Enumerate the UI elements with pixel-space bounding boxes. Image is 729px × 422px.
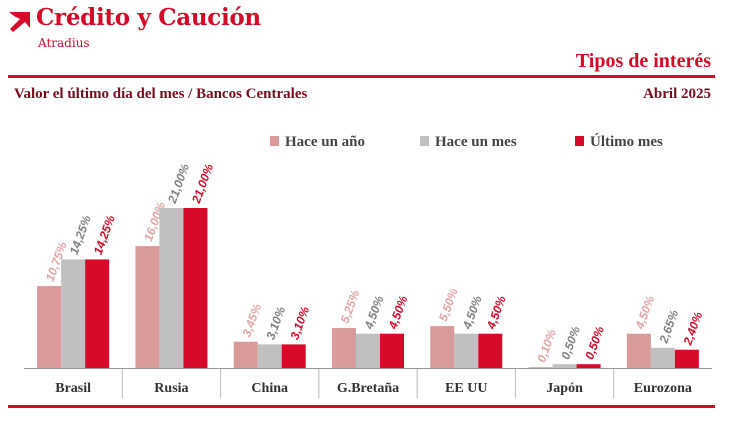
bar-rusia-0	[135, 246, 160, 368]
category-label: Japón	[546, 381, 583, 396]
legend-label: Último mes	[590, 133, 663, 150]
data-label: 21,00%	[189, 162, 217, 206]
bar-brasil-0	[37, 286, 62, 368]
bar-ee-uu-0	[430, 326, 455, 368]
report-date: Abril 2025	[643, 86, 711, 102]
data-label: 3,10%	[287, 304, 312, 341]
footer-rule	[8, 405, 715, 408]
bar-jap-n-2	[576, 364, 601, 368]
data-label: 2,40%	[680, 310, 705, 348]
legend-swatch	[270, 136, 279, 146]
data-label: 3,10%	[263, 304, 288, 341]
bar-jap-n-0	[528, 367, 553, 368]
bar-rusia-2	[183, 208, 208, 368]
red-arrow-logo-icon	[9, 12, 30, 32]
bar-g-breta-a-2	[380, 333, 404, 368]
bar-china-0	[233, 341, 258, 368]
header-rule	[8, 75, 715, 78]
data-label: 14,25%	[91, 213, 118, 256]
category-label: EE UU	[445, 381, 487, 396]
legend-swatch	[420, 136, 429, 146]
data-label: 14,25%	[67, 213, 94, 256]
legend-label: Hace un año	[285, 134, 365, 150]
bar-ee-uu-1	[454, 333, 479, 368]
data-label: 5,50%	[436, 286, 461, 323]
bar-china-2	[281, 344, 306, 368]
data-label: 4,50%	[632, 294, 657, 332]
data-label: 4,50%	[484, 294, 509, 332]
legend-label: Hace un mes	[435, 134, 517, 150]
data-label: 4,50%	[460, 294, 485, 332]
data-label: 0,10%	[534, 327, 559, 364]
bar-rusia-1	[159, 208, 184, 368]
category-label: Eurozona	[634, 381, 692, 396]
bar-g-breta-a-0	[332, 328, 356, 368]
bar-jap-n-1	[552, 364, 577, 368]
bar-brasil-1	[61, 259, 86, 368]
category-label: Brasil	[55, 381, 91, 396]
legend-swatch	[575, 136, 584, 146]
data-label: 4,50%	[385, 294, 410, 332]
brand-name: Crédito y Caución	[36, 4, 261, 31]
data-label: 21,00%	[165, 162, 193, 206]
bar-g-breta-a-1	[356, 333, 380, 368]
bar-brasil-2	[85, 259, 110, 368]
bar-eurozona-1	[650, 347, 675, 368]
bar-ee-uu-2	[478, 333, 503, 368]
data-label: 0,50%	[582, 324, 607, 361]
chart-subtitle: Valor el último día del mes / Bancos Cen…	[14, 86, 308, 102]
category-label: G.Bretaña	[337, 381, 399, 396]
category-label: China	[251, 381, 288, 396]
report-title: Tipos de interés	[575, 50, 711, 72]
data-label: 5,25%	[338, 288, 363, 325]
data-label: 3,45%	[239, 302, 264, 339]
category-label: Rusia	[154, 381, 188, 396]
bar-eurozona-0	[626, 333, 651, 368]
brand-subtitle: Atradius	[38, 36, 90, 50]
data-label: 2,65%	[656, 308, 681, 346]
bar-china-1	[257, 344, 282, 368]
data-label: 4,50%	[361, 294, 386, 332]
bar-eurozona-2	[674, 349, 699, 368]
data-label: 0,50%	[558, 324, 583, 361]
